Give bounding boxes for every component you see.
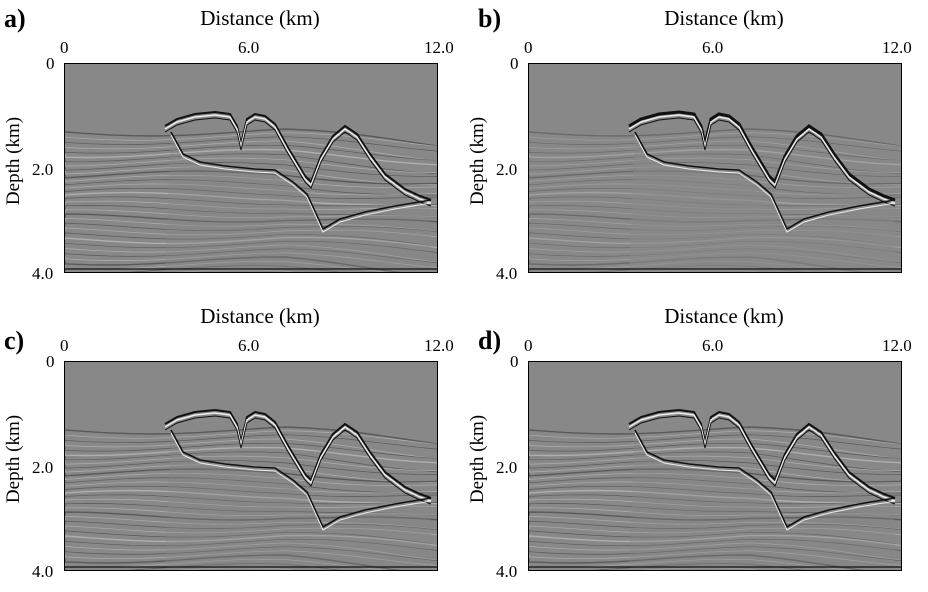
x-tick-12: 12.0 <box>424 38 454 57</box>
panel-label: a) <box>4 4 26 33</box>
y-tick-4: 4.0 <box>32 264 54 283</box>
y-tick-0: 0 <box>46 352 55 371</box>
seismic-texture <box>65 110 437 272</box>
x-tick-6: 6.0 <box>702 336 724 355</box>
seismic-texture <box>65 408 437 570</box>
x-tick-0: 0 <box>524 336 533 355</box>
panel-b: b) Distance (km) 0 6.0 12.0 0 2.0 4.0 De… <box>464 0 928 294</box>
panel-a: a) Distance (km) 0 6.0 12.0 0 2.0 4.0 De… <box>0 0 464 294</box>
x-axis-title: Distance (km) <box>200 304 320 328</box>
x-axis-title: Distance (km) <box>664 6 784 30</box>
y-tick-4: 4.0 <box>496 264 518 283</box>
panel-label: d) <box>478 326 502 355</box>
y-axis-title: Depth (km) <box>467 414 488 504</box>
y-tick-0: 0 <box>46 54 55 73</box>
y-axis-title: Depth (km) <box>467 116 488 206</box>
y-tick-0: 0 <box>510 352 519 371</box>
y-tick-4: 4.0 <box>496 562 518 581</box>
x-axis-title: Distance (km) <box>664 304 784 328</box>
y-tick-0: 0 <box>510 54 519 73</box>
panel-d: d) Distance (km) 0 6.0 12.0 0 2.0 4.0 De… <box>464 298 928 592</box>
x-tick-0: 0 <box>524 38 533 57</box>
seismic-image <box>64 361 438 571</box>
x-tick-12: 12.0 <box>424 336 454 355</box>
seismic-image <box>528 361 902 571</box>
seismic-texture <box>529 408 901 570</box>
y-axis-title: Depth (km) <box>3 414 24 504</box>
x-tick-12: 12.0 <box>882 38 912 57</box>
y-tick-2: 2.0 <box>496 160 518 179</box>
x-tick-6: 6.0 <box>238 38 260 57</box>
y-tick-2: 2.0 <box>496 458 518 477</box>
x-tick-12: 12.0 <box>882 336 912 355</box>
seismic-image <box>528 63 902 273</box>
x-tick-0: 0 <box>60 38 69 57</box>
x-tick-0: 0 <box>60 336 69 355</box>
x-tick-6: 6.0 <box>238 336 260 355</box>
y-tick-2: 2.0 <box>32 458 54 477</box>
y-tick-4: 4.0 <box>32 562 54 581</box>
y-tick-2: 2.0 <box>32 160 54 179</box>
x-tick-6: 6.0 <box>702 38 724 57</box>
seismic-image <box>64 63 438 273</box>
panel-label: b) <box>478 4 502 33</box>
panel-c: c) Distance (km) 0 6.0 12.0 0 2.0 4.0 De… <box>0 298 464 592</box>
seismic-texture <box>529 110 901 272</box>
y-axis-title: Depth (km) <box>3 116 24 206</box>
panel-label: c) <box>4 326 25 355</box>
x-axis-title: Distance (km) <box>200 6 320 30</box>
